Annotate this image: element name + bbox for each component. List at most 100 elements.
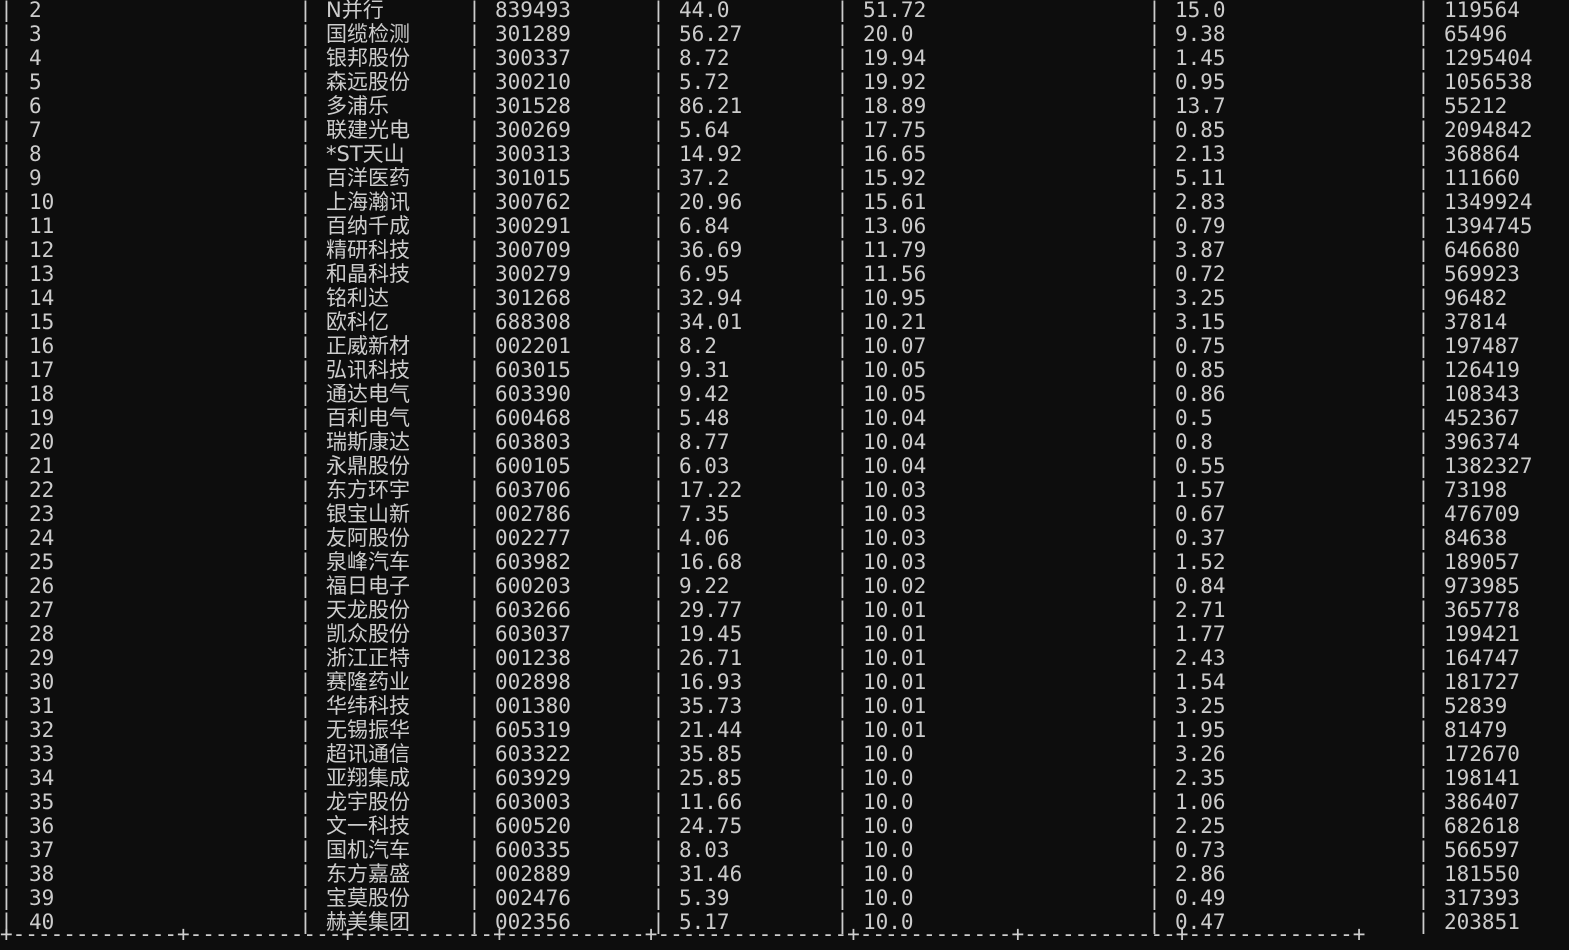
column-separator: | [468, 646, 481, 670]
column-separator: | [836, 526, 849, 550]
column-separator: | [1148, 0, 1161, 22]
cell-code: 002786 [495, 502, 571, 526]
column-separator: | [299, 718, 312, 742]
column-separator: | [652, 310, 665, 334]
cell-amplitude: 0.49 [1175, 886, 1226, 910]
column-separator: | [1148, 46, 1161, 70]
column-separator: | [836, 310, 849, 334]
cell-price: 24.75 [679, 814, 743, 838]
column-separator: | [1417, 646, 1430, 670]
column-separator: | [468, 742, 481, 766]
cell-price: 35.85 [679, 742, 743, 766]
column-separator: | [468, 334, 481, 358]
cell-amplitude: 9.38 [1175, 22, 1226, 46]
cell-amplitude: 0.79 [1175, 214, 1226, 238]
column-separator: | [468, 910, 481, 934]
column-separator: | [468, 814, 481, 838]
cell-volume: 84638 [1444, 526, 1508, 550]
column-separator: | [1148, 238, 1161, 262]
cell-pct_change: 11.79 [863, 238, 927, 262]
cell-pct_change: 10.01 [863, 718, 927, 742]
cell-pct_change: 10.0 [863, 886, 914, 910]
column-separator: | [468, 358, 481, 382]
cell-pct_change: 10.03 [863, 550, 927, 574]
column-separator: | [1148, 694, 1161, 718]
column-separator: | [836, 622, 849, 646]
column-separator: | [1417, 22, 1430, 46]
cell-name: 弘讯科技 [326, 358, 410, 382]
table-row: |3|国缆检测|301289|56.27|20.0|9.38|65496|345… [0, 22, 1569, 46]
column-separator: | [652, 862, 665, 886]
cell-amplitude: 1.52 [1175, 550, 1226, 574]
column-separator: | [836, 454, 849, 478]
column-separator: | [1417, 886, 1430, 910]
column-separator: | [1417, 862, 1430, 886]
cell-index: 10 [29, 190, 55, 214]
column-separator: | [299, 694, 312, 718]
cell-code: 301289 [495, 22, 571, 46]
table-row: |26|福日电子|600203|9.22|10.02|0.84|973985|8… [0, 574, 1569, 598]
column-separator: | [836, 358, 849, 382]
cell-amplitude: 13.7 [1175, 94, 1226, 118]
column-separator: | [468, 526, 481, 550]
column-separator: | [836, 766, 849, 790]
column-separator: | [1417, 430, 1430, 454]
column-separator: | [299, 310, 312, 334]
column-separator: | [836, 238, 849, 262]
column-separator: | [652, 214, 665, 238]
column-separator: | [652, 238, 665, 262]
cell-index: 5 [29, 70, 42, 94]
column-separator: | [836, 742, 849, 766]
table-row: |25|泉峰汽车|603982|16.68|10.03|1.52|189057|… [0, 550, 1569, 574]
cell-index: 22 [29, 478, 55, 502]
cell-amplitude: 1.57 [1175, 478, 1226, 502]
cell-index: 15 [29, 310, 55, 334]
column-separator: | [299, 142, 312, 166]
cell-pct_change: 13.06 [863, 214, 927, 238]
cell-name: 银宝山新 [326, 502, 410, 526]
cell-price: 8.2 [679, 334, 717, 358]
table-row: |20|瑞斯康达|603803|8.77|10.04|0.8|396374|34… [0, 430, 1569, 454]
cell-volume: 197487 [1444, 334, 1520, 358]
cell-code: 603322 [495, 742, 571, 766]
column-separator: | [1417, 838, 1430, 862]
column-separator: | [0, 286, 13, 310]
column-separator: | [0, 622, 13, 646]
cell-pct_change: 10.03 [863, 502, 927, 526]
cell-amplitude: 0.95 [1175, 70, 1226, 94]
cell-volume: 73198 [1444, 478, 1508, 502]
cell-volume: 2094842 [1444, 118, 1533, 142]
cell-index: 31 [29, 694, 55, 718]
cell-price: 36.69 [679, 238, 743, 262]
column-separator: | [1417, 46, 1430, 70]
column-separator: | [0, 166, 13, 190]
column-separator: | [299, 478, 312, 502]
cell-name: *ST天山 [326, 142, 405, 166]
table-row: |2|N并行|839493|44.0|51.72|15.0|119564|625… [0, 0, 1569, 22]
column-separator: | [0, 118, 13, 142]
cell-pct_change: 10.0 [863, 862, 914, 886]
column-separator: | [468, 70, 481, 94]
column-separator: | [468, 190, 481, 214]
table-row: |7|联建光电|300269|5.64|17.75|0.85|2094842|1… [0, 118, 1569, 142]
cell-amplitude: 0.73 [1175, 838, 1226, 862]
table-row: |9|百洋医药|301015|37.2|15.92|5.11|111660|39… [0, 166, 1569, 190]
cell-pct_change: 19.94 [863, 46, 927, 70]
column-separator: | [652, 406, 665, 430]
cell-index: 27 [29, 598, 55, 622]
column-separator: | [0, 238, 13, 262]
column-separator: | [652, 142, 665, 166]
cell-volume: 396374 [1444, 430, 1520, 454]
column-separator: | [1417, 70, 1430, 94]
column-separator: | [1417, 622, 1430, 646]
column-separator: | [1148, 382, 1161, 406]
cell-code: 603982 [495, 550, 571, 574]
column-separator: | [1148, 862, 1161, 886]
column-separator: | [652, 190, 665, 214]
cell-volume: 646680 [1444, 238, 1520, 262]
cell-volume: 189057 [1444, 550, 1520, 574]
column-separator: | [836, 142, 849, 166]
column-separator: | [652, 118, 665, 142]
column-separator: | [1417, 358, 1430, 382]
column-separator: | [652, 766, 665, 790]
